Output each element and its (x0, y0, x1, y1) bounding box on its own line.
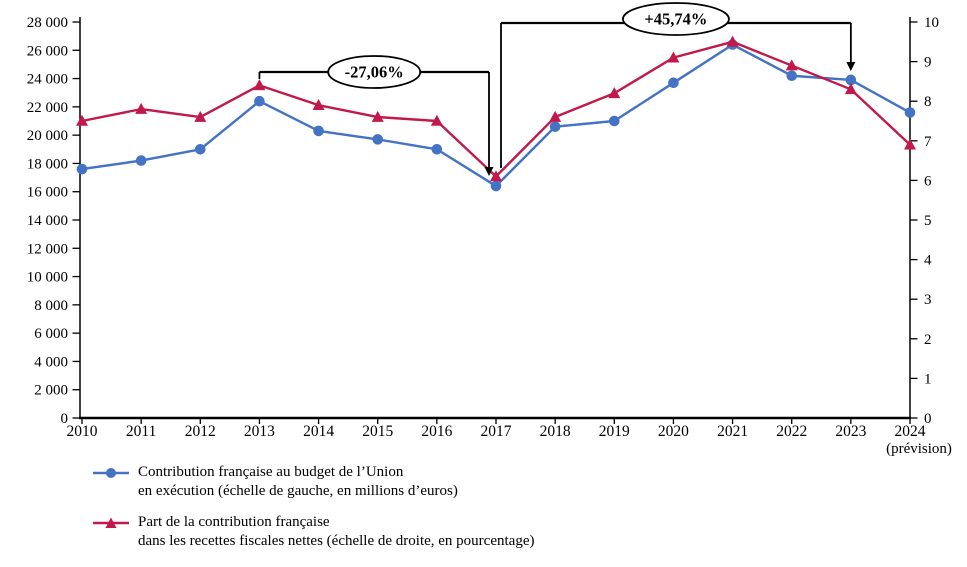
left-axis-tick-label: 8 000 (34, 298, 68, 314)
x-axis-tick-label: 2015 (362, 423, 393, 440)
data-point-triangle (726, 35, 739, 47)
left-axis-tick-label: 14 000 (27, 213, 68, 229)
right-axis-tick-label: 6 (924, 173, 932, 189)
annotation-arrow-down-icon (484, 167, 494, 176)
legend-label-contribution-line2: en exécution (échelle de gauche, en mill… (138, 483, 458, 499)
x-axis-tick-label: 2020 (658, 423, 689, 440)
x-axis-tick-label: 2012 (185, 423, 216, 440)
left-axis-tick-label: 18 000 (27, 156, 68, 172)
annotation-arrow-down-icon (846, 62, 856, 71)
right-axis-tick-label: 2 (924, 332, 932, 348)
data-point-triangle (549, 110, 562, 122)
right-axis-tick-label: 10 (924, 15, 939, 31)
x-axis-tick-label: 2016 (421, 423, 452, 440)
data-point-triangle (785, 59, 798, 71)
x-axis-tick-label: 2010 (67, 423, 98, 440)
legend-item-contribution: Contribution française au budget de l’Un… (93, 463, 534, 501)
annotation-label-decline: -27,06% (345, 63, 404, 82)
left-axis-tick-label: 2 000 (34, 383, 68, 399)
legend-label-contribution-line1: Contribution française au budget de l’Un… (138, 464, 404, 480)
x-axis-tick-label: 2014 (303, 423, 334, 440)
x-axis-tick-label: 2013 (244, 423, 275, 440)
data-point-circle (76, 163, 88, 175)
data-point-circle (786, 70, 798, 82)
right-axis-tick-label: 8 (924, 94, 932, 110)
data-point-circle (490, 180, 502, 192)
data-point-circle (549, 121, 561, 132)
data-point-circle (135, 155, 147, 166)
data-point-triangle (76, 114, 88, 126)
x-axis-tick-label: 2021 (717, 423, 748, 440)
data-point-triangle (371, 110, 384, 122)
x-axis-tick-label: 2022 (776, 423, 807, 440)
data-point-circle (372, 134, 384, 145)
annotation-ellipse (327, 55, 422, 89)
chart-legend: Contribution française au budget de l’Un… (93, 463, 534, 551)
x-axis-tick-label: 2017 (481, 423, 512, 440)
data-point-triangle (194, 110, 207, 122)
legend-marker-line-triangle-icon (93, 517, 129, 528)
legend-item-part: Part de la contribution française dans l… (93, 513, 534, 551)
data-point-circle (313, 125, 324, 137)
data-point-triangle (312, 98, 325, 110)
data-point-circle (904, 107, 916, 118)
right-axis-tick-label: 7 (924, 134, 932, 150)
x-axis-tick-label: 2018 (540, 423, 571, 440)
annotation-ellipse (622, 2, 730, 36)
data-point-triangle (253, 79, 266, 91)
right-axis-tick-label: 9 (924, 55, 932, 71)
data-point-triangle (844, 83, 857, 95)
right-axis-tick-label: 5 (924, 213, 932, 229)
right-axis-tick-label: 4 (924, 253, 932, 269)
data-point-circle (845, 74, 857, 86)
data-point-triangle (430, 114, 443, 126)
annotation-label-increase: +45,74% (644, 10, 707, 29)
x-axis-tick-label: 2019 (599, 423, 630, 440)
data-point-circle (608, 115, 620, 127)
data-point-triangle (490, 170, 502, 182)
x-axis-tick-label: 2024 (895, 423, 926, 440)
left-axis-tick-label: 26 000 (27, 43, 68, 59)
data-point-circle (194, 143, 206, 155)
left-axis-tick-label: 0 (61, 411, 69, 427)
legend-label-part-line2: dans les recettes fiscales nettes (échel… (138, 533, 535, 549)
data-point-triangle (608, 87, 621, 99)
data-point-circle (431, 143, 443, 155)
left-axis-tick-label: 16 000 (27, 185, 68, 201)
left-axis-tick-label: 28 000 (27, 15, 68, 31)
data-point-triangle (667, 51, 680, 63)
left-axis-tick-label: 6 000 (34, 326, 68, 342)
legend-label-contribution: Contribution française au budget de l’Un… (138, 463, 458, 501)
left-axis-tick-label: 4 000 (34, 354, 68, 370)
left-axis-tick-label: 12 000 (27, 241, 68, 257)
right-axis-tick-label: 0 (924, 411, 932, 427)
left-axis-tick-label: 20 000 (27, 128, 68, 144)
right-axis-tick-label: 1 (924, 371, 932, 387)
x-axis-tick-label: 2023 (835, 423, 866, 440)
left-axis-tick-label: 10 000 (27, 270, 68, 286)
left-axis-tick-label: 22 000 (27, 100, 68, 116)
data-point-circle (668, 77, 679, 89)
legend-label-part-line1: Part de la contribution française (138, 514, 330, 530)
series-line-triangle (81, 40, 911, 178)
right-axis-tick-label: 3 (924, 292, 932, 308)
data-point-triangle (904, 138, 916, 150)
data-point-circle (254, 95, 265, 107)
x-axis-forecast-note: (prévision) (886, 441, 952, 457)
series-line-circle (81, 43, 911, 188)
legend-marker-line-circle-icon (93, 468, 129, 478)
legend-label-part: Part de la contribution française dans l… (138, 513, 534, 551)
x-axis-tick-label: 2011 (126, 423, 156, 440)
left-axis-tick-label: 24 000 (27, 72, 68, 88)
data-point-triangle (135, 102, 148, 114)
